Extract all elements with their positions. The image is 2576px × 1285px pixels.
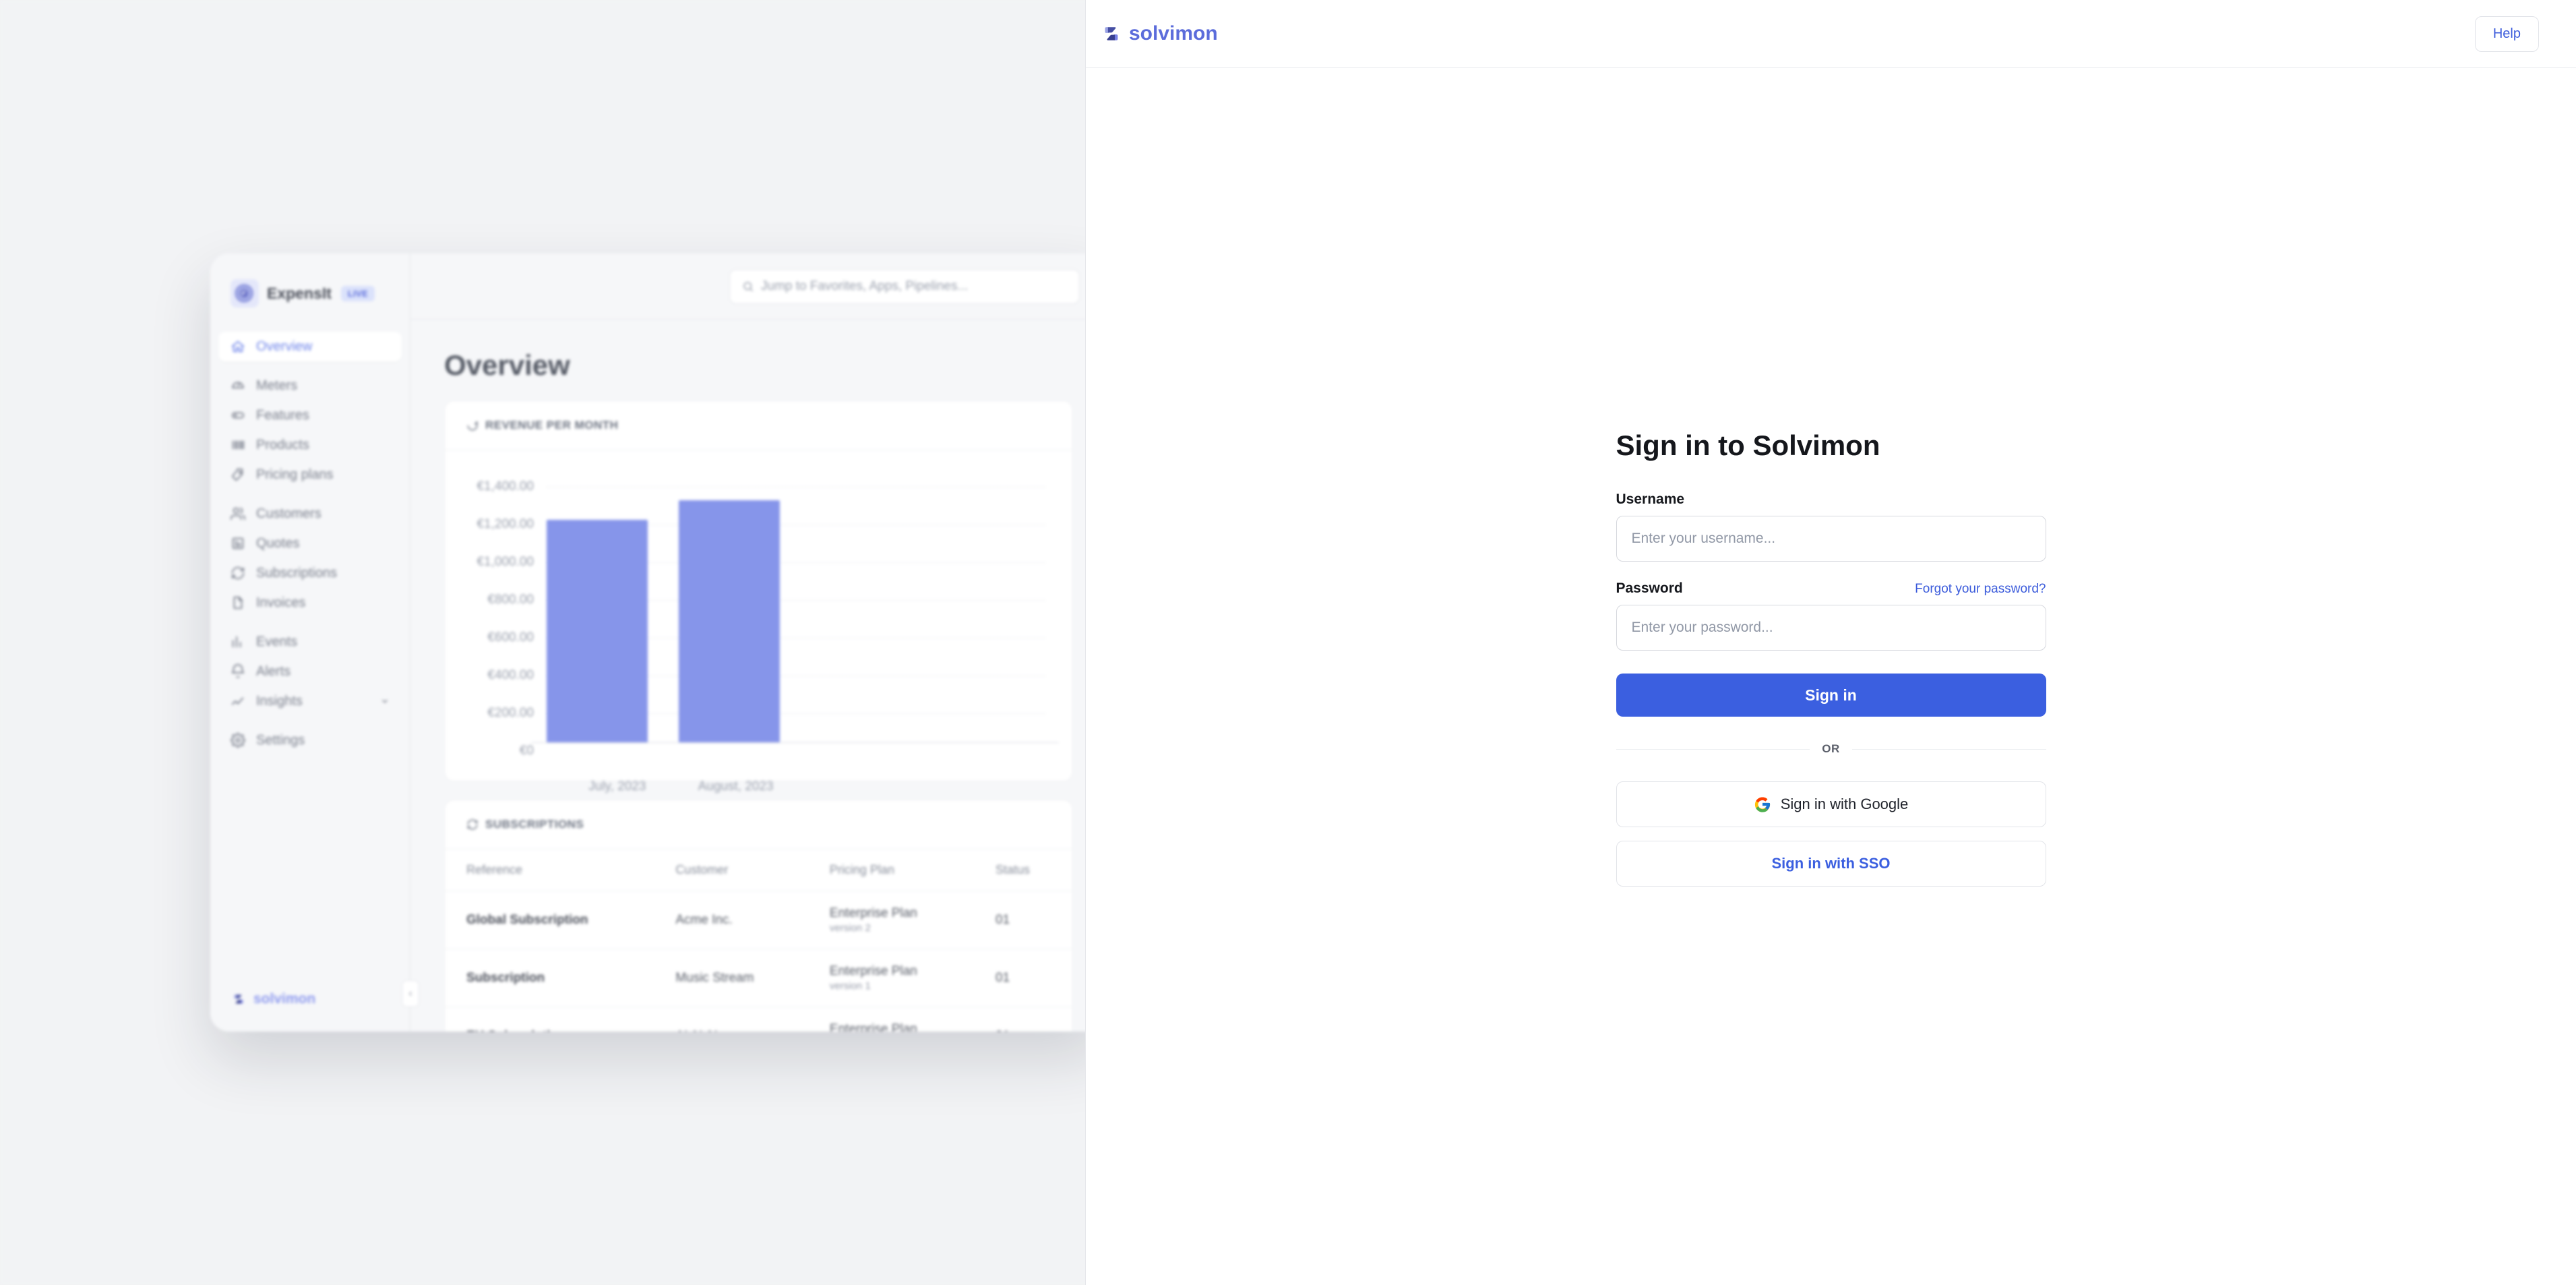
svg-text:X: X [243, 291, 248, 299]
